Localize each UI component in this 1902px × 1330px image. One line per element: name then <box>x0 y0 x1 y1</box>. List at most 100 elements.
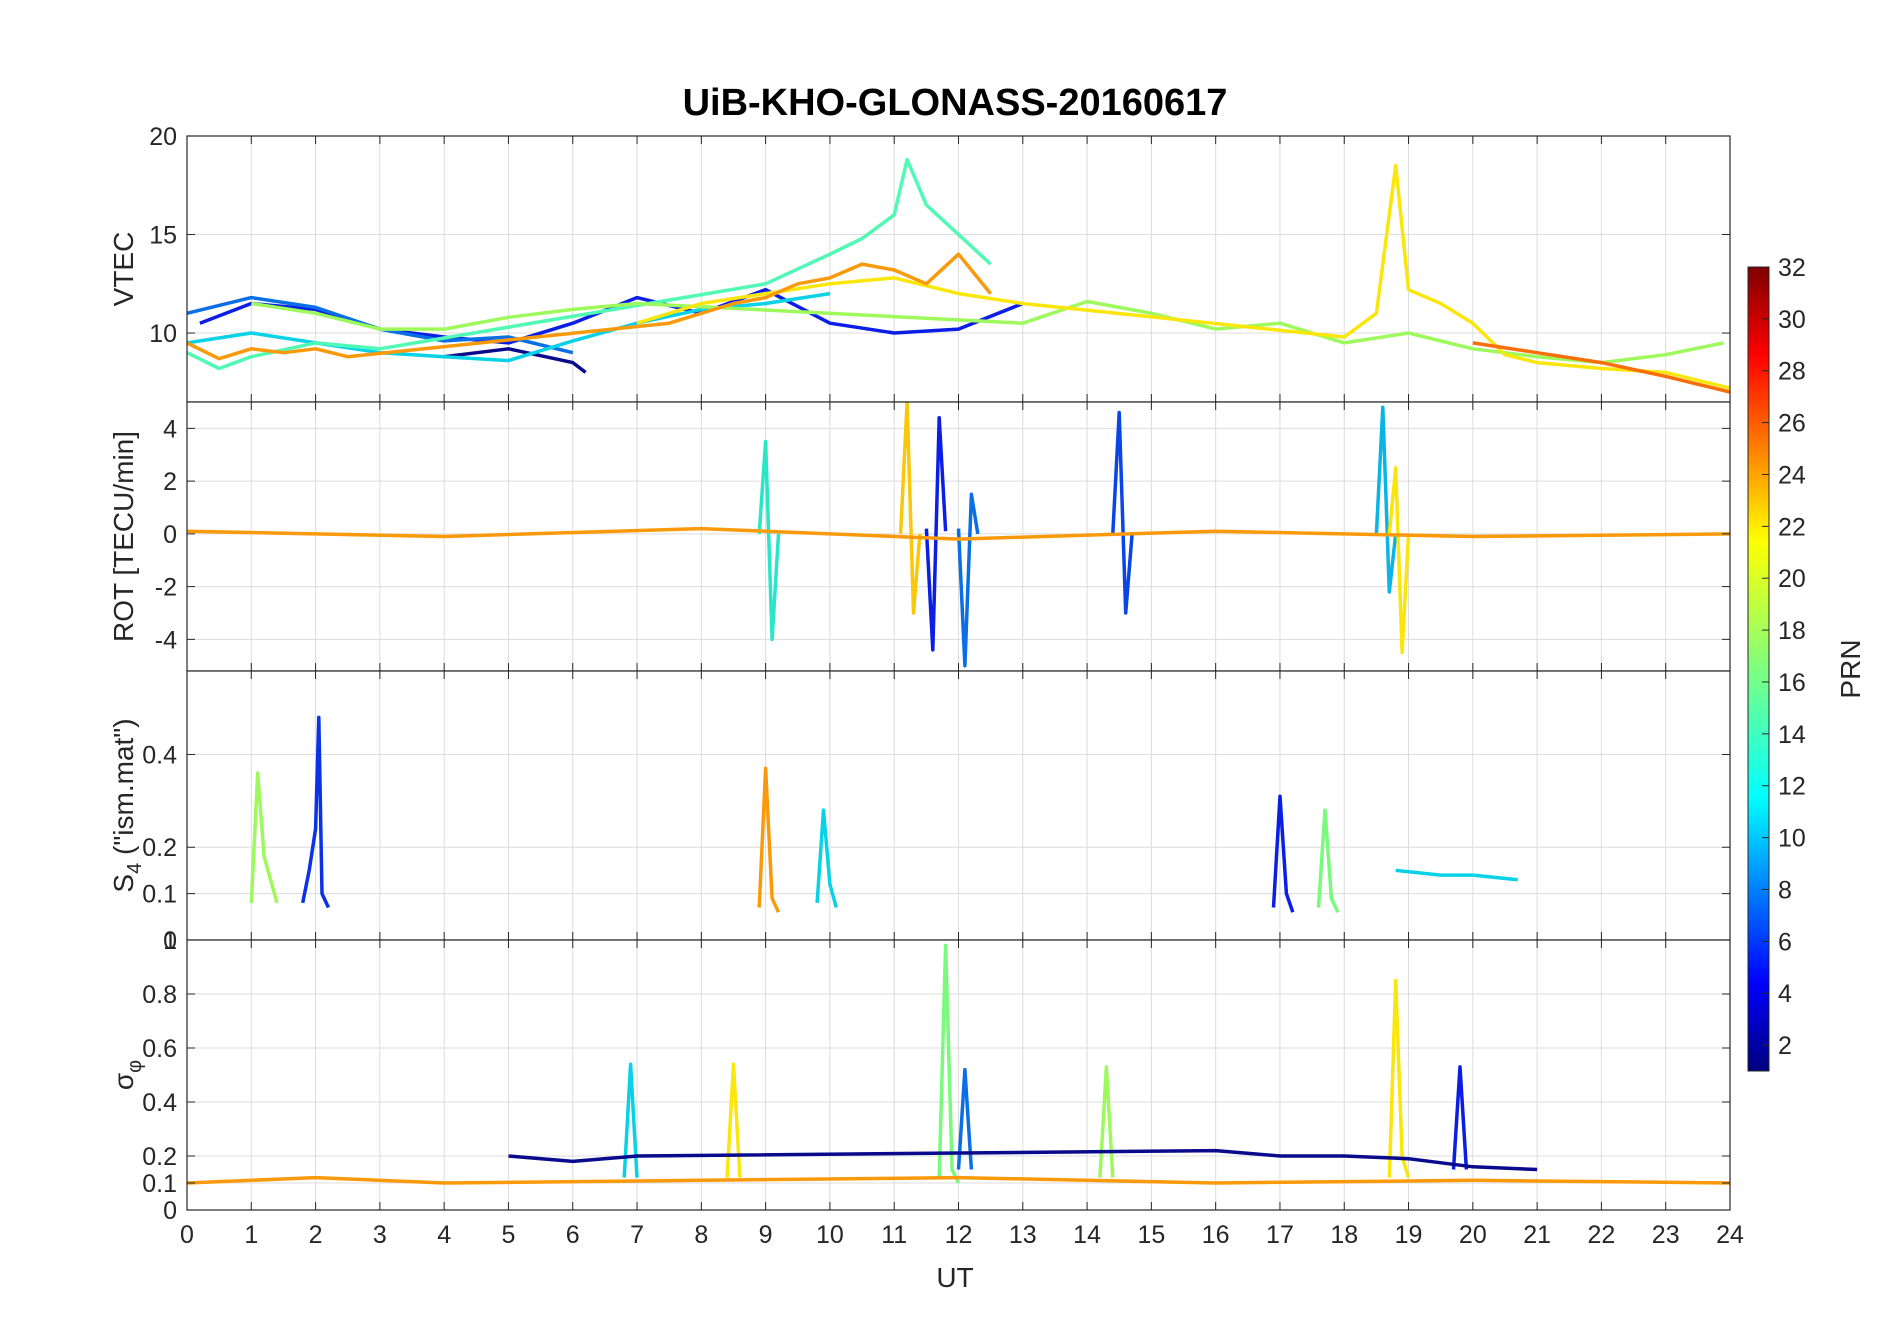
colorbar-tick-label: 30 <box>1778 306 1806 334</box>
x-axis-label: UT <box>936 1262 973 1293</box>
series-line-prn-3 <box>1271 794 1295 913</box>
y-axis-label-rot: ROT [TECU/min] <box>108 431 139 642</box>
x-tick-label: 21 <box>1523 1221 1551 1249</box>
y-tick-label: 0.2 <box>142 834 177 862</box>
x-tick-label: 9 <box>759 1221 773 1249</box>
series-line-prn-3 <box>924 416 948 652</box>
x-tick-label: 5 <box>502 1221 516 1249</box>
x-axis-tick-labels: 0 1 2 3 4 5 6 7 8 9 10 11 12 13 14 15 16 17 18 19 20 21 22 23 24 <box>180 1221 1744 1249</box>
x-tick-label: 19 <box>1395 1221 1423 1249</box>
series-line-prn-23 <box>187 252 992 361</box>
colorbar-tick-label: 22 <box>1778 513 1806 541</box>
series-line-prn-15 <box>187 157 992 371</box>
x-tick-label: 3 <box>373 1221 387 1249</box>
x-tick-label: 12 <box>945 1221 973 1249</box>
y-tick-label: 4 <box>163 415 177 443</box>
x-tick-label: 23 <box>1652 1221 1680 1249</box>
y-tick-label: 0 <box>163 521 177 549</box>
y-tick-label: -4 <box>155 626 177 654</box>
y-axis-label-vtec: VTEC <box>108 232 139 307</box>
x-tick-label: 24 <box>1716 1221 1744 1249</box>
colorbar-tick-label: 26 <box>1778 410 1806 438</box>
x-tick-label: 16 <box>1202 1221 1230 1249</box>
colorbar-tick-label: 24 <box>1778 461 1806 489</box>
colorbar-tick-label: 18 <box>1778 617 1806 645</box>
tick-marks <box>186 135 1731 402</box>
x-tick-label: 20 <box>1459 1221 1487 1249</box>
series-line-prn-5 <box>300 715 330 909</box>
series-line-prn-17 <box>251 299 1724 365</box>
x-tick-label: 7 <box>630 1221 644 1249</box>
y-axis-label-s4: S4 ("ism.mat") <box>108 718 146 892</box>
series-line-prn-8 <box>956 492 980 668</box>
series-line-prn-12 <box>815 808 838 908</box>
series-line-prn-8 <box>956 1067 974 1170</box>
series-line-prn-20 <box>725 1062 742 1178</box>
y-tick-label: 0.2 <box>142 1143 177 1171</box>
series-line-prn-14 <box>757 439 781 642</box>
series-group <box>187 157 1730 394</box>
colorbar-tick-label: 4 <box>1778 980 1792 1008</box>
y-tick-label: 2 <box>163 468 177 496</box>
x-tick-label: 15 <box>1137 1221 1165 1249</box>
panel-vtec: 10 15 20 VTEC <box>108 123 1731 403</box>
y-tick-label: 20 <box>149 123 177 151</box>
series-line-prn-6 <box>1111 410 1134 615</box>
y-tick-label: 0.1 <box>142 1170 177 1198</box>
colorbar-tick-label: 8 <box>1778 876 1792 904</box>
x-tick-label: 14 <box>1073 1221 1101 1249</box>
series-line-prn-20 <box>1387 466 1411 655</box>
x-tick-label: 17 <box>1266 1221 1294 1249</box>
y-tick-label: 0.4 <box>142 741 177 769</box>
x-tick-label: 10 <box>816 1221 844 1249</box>
tick-marks <box>186 402 1731 671</box>
y-tick-label: 0 <box>163 1197 177 1225</box>
panel-rot: -4 -2 0 2 4 ROT [TECU/min] <box>108 401 1731 672</box>
x-tick-label: 4 <box>437 1221 451 1249</box>
series-line-prn-20 <box>1387 978 1411 1179</box>
colorbar-tick-label: 20 <box>1778 565 1806 593</box>
y-axis-label-sigma_phi: σφ <box>108 1060 146 1090</box>
series-line-prn-21 <box>898 402 922 615</box>
y-tick-label: -2 <box>155 574 177 602</box>
colorbar-tick-label: 28 <box>1778 358 1806 386</box>
y-tick-label: 0.1 <box>142 881 177 909</box>
y-tick-label: 0.4 <box>142 1089 177 1117</box>
x-tick-label: 2 <box>309 1221 323 1249</box>
series-line-prn-16 <box>1316 808 1340 913</box>
series-line-prn-23 <box>757 766 781 913</box>
series-line-prn-20 <box>636 163 1730 390</box>
x-tick-label: 11 <box>881 1221 907 1249</box>
series-line-prn-23 <box>187 526 1730 541</box>
series-line-prn-23 <box>187 1175 1730 1185</box>
colorbar-tick-label: 6 <box>1778 928 1792 956</box>
x-tick-label: 22 <box>1588 1221 1616 1249</box>
y-tick-label: 0.8 <box>142 981 177 1009</box>
colorbar-gradient <box>1747 266 1770 1072</box>
x-tick-label: 18 <box>1330 1221 1358 1249</box>
tick-marks <box>186 671 1731 941</box>
y-tick-label: 1 <box>163 927 177 955</box>
colorbar-tick-label: 16 <box>1778 669 1806 697</box>
series-line-prn-1 <box>508 1148 1538 1172</box>
x-tick-label: 13 <box>1009 1221 1037 1249</box>
series-line-prn-17 <box>249 771 279 904</box>
colorbar-tick-label: 14 <box>1778 721 1806 749</box>
colorbar-tick-label: 32 <box>1778 254 1806 282</box>
x-tick-label: 6 <box>566 1221 580 1249</box>
x-tick-label: 8 <box>694 1221 708 1249</box>
y-tick-label: 10 <box>149 320 177 348</box>
series-group <box>187 943 1730 1185</box>
chart-title: UiB-KHO-GLONASS-20160617 <box>683 82 1228 124</box>
series-line-prn-24 <box>1472 341 1730 394</box>
grid <box>186 402 1731 671</box>
x-tick-label: 1 <box>244 1221 258 1249</box>
x-tick-label: 0 <box>180 1221 194 1249</box>
colorbar-tick-label: 10 <box>1778 825 1806 853</box>
series-line-prn-10 <box>1374 405 1398 594</box>
series-line-prn-12 <box>1395 868 1518 882</box>
series-line-prn-17 <box>1098 1065 1115 1178</box>
